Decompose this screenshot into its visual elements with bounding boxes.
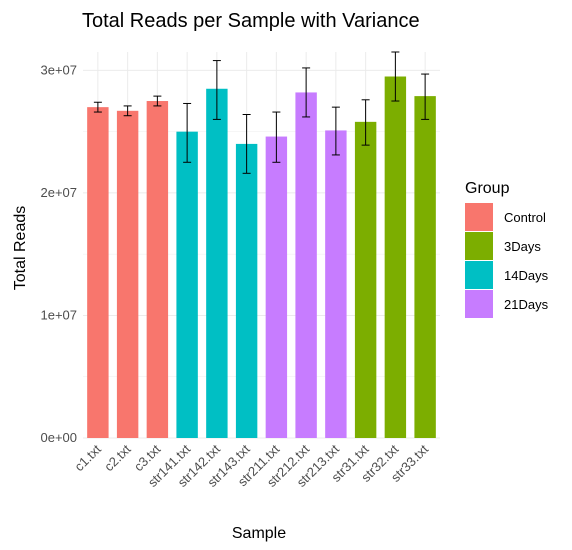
y-tick-label: 3e+07 [40, 62, 77, 77]
bar-str212.txt [295, 92, 316, 438]
bar-str33.txt [414, 96, 435, 438]
x-tick-label: c2.txt [101, 441, 134, 474]
bar-str32.txt [385, 77, 406, 438]
bar-str141.txt [176, 132, 197, 438]
legend-swatch [465, 203, 493, 231]
bar-c2.txt [117, 111, 138, 438]
legend-label: Control [504, 210, 546, 225]
x-axis-ticks: c1.txtc2.txtc3.txtstr141.txtstr142.txtst… [71, 441, 431, 490]
y-tick-label: 0e+00 [40, 430, 77, 445]
y-axis-ticks: 0e+00 1e+07 2e+07 3e+07 [40, 62, 77, 445]
legend-swatch [465, 290, 493, 318]
bars [87, 77, 436, 438]
bar-str143.txt [236, 144, 257, 438]
x-tick-label: c1.txt [71, 441, 104, 474]
legend-item-3days: 3Days [465, 232, 541, 260]
bar-c1.txt [87, 107, 108, 438]
legend-label: 14Days [504, 268, 549, 283]
bar-str31.txt [355, 122, 376, 438]
legend-item-21days: 21Days [465, 290, 549, 318]
legend-item-14days: 14Days [465, 261, 549, 289]
chart-title: Total Reads per Sample with Variance [82, 10, 420, 32]
bar-str211.txt [266, 137, 287, 438]
y-tick-label: 2e+07 [40, 185, 77, 200]
y-axis-label: Total Reads [12, 206, 29, 291]
bar-str142.txt [206, 89, 227, 438]
legend-label: 21Days [504, 297, 549, 312]
legend-swatch [465, 232, 493, 260]
legend-title: Group [465, 180, 510, 197]
bar-c3.txt [147, 101, 168, 438]
legend-item-control: Control [465, 203, 546, 231]
bar-str213.txt [325, 130, 346, 438]
legend-label: 3Days [504, 239, 541, 254]
legend-swatch [465, 261, 493, 289]
legend: Group Control 3Days 14Days 21Days [465, 180, 549, 318]
x-axis-label: Sample [232, 525, 286, 542]
y-tick-label: 1e+07 [40, 307, 77, 322]
